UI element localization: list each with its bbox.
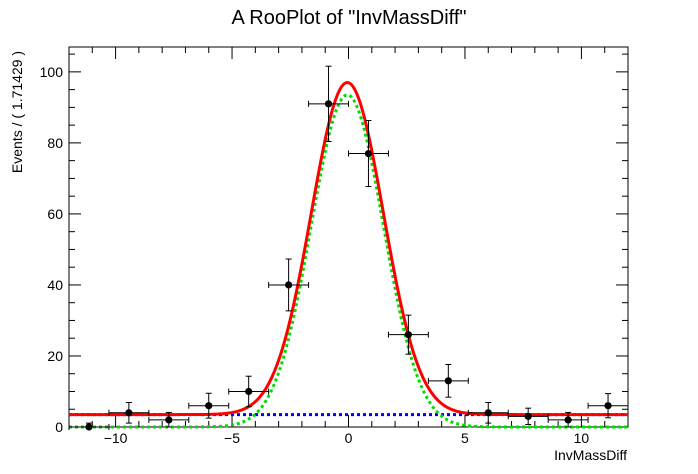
x-tick-label: −10: [104, 430, 128, 446]
data-point: [484, 409, 492, 417]
data-point: [245, 387, 253, 396]
data-point: [404, 331, 412, 339]
data-point: [524, 412, 532, 420]
data-point: [444, 377, 452, 385]
y-tick-label: 60: [47, 206, 63, 222]
x-tick-label: 0: [345, 430, 353, 446]
data-point: [285, 281, 293, 289]
data-point: [564, 416, 572, 424]
data-point: [604, 402, 612, 410]
x-axis-label: InvMassDiff: [554, 447, 627, 463]
y-tick-label: 0: [55, 419, 63, 435]
signal-curve: [69, 93, 628, 429]
y-tick-label: 40: [47, 277, 63, 293]
data-point: [364, 149, 373, 158]
y-tick-label: 80: [47, 135, 63, 151]
y-tick-label: 20: [47, 348, 63, 364]
total-fit-curve: [69, 80, 628, 417]
data-point: [165, 416, 173, 424]
data-point: [125, 409, 133, 417]
x-tick-label: −5: [224, 430, 240, 446]
x-tick-label: 5: [461, 430, 469, 446]
y-axis-label: Events / ( 1.71429 ): [9, 51, 25, 173]
y-tick-label: 100: [40, 64, 64, 80]
chart-title: A RooPlot of "InvMassDiff": [231, 7, 466, 29]
data-point: [324, 100, 333, 108]
x-tick-label: 10: [574, 430, 590, 446]
data-point: [205, 402, 213, 410]
data-point: [85, 423, 93, 431]
